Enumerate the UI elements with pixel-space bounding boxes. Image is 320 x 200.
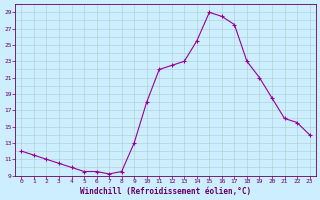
X-axis label: Windchill (Refroidissement éolien,°C): Windchill (Refroidissement éolien,°C) [80,187,251,196]
